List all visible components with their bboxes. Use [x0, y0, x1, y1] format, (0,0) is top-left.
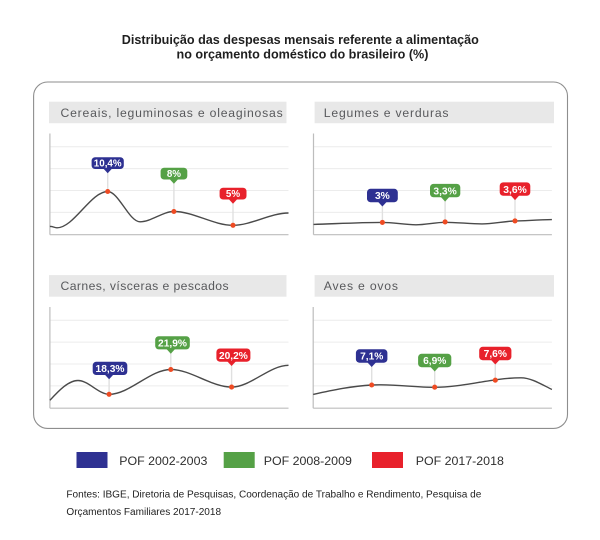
svg-text:5%: 5%	[226, 189, 240, 200]
svg-text:Aves e ovos: Aves e ovos	[324, 279, 399, 293]
svg-text:3,6%: 3,6%	[503, 185, 526, 196]
svg-text:POF 2008-2009: POF 2008-2009	[264, 454, 352, 468]
svg-text:3%: 3%	[375, 191, 390, 202]
svg-text:8%: 8%	[167, 169, 181, 180]
svg-text:no orçamento doméstico do bras: no orçamento doméstico do brasileiro (%)	[177, 48, 429, 62]
svg-text:21,9%: 21,9%	[158, 339, 187, 350]
svg-text:3,3%: 3,3%	[433, 186, 456, 197]
svg-text:7,1%: 7,1%	[360, 352, 383, 363]
svg-text:6,9%: 6,9%	[423, 356, 446, 367]
svg-text:Carnes, vísceras e pescados: Carnes, vísceras e pescados	[61, 279, 230, 293]
svg-text:10,4%: 10,4%	[94, 159, 122, 170]
svg-text:Fontes: IBGE, Diretoria de Pes: Fontes: IBGE, Diretoria de Pesquisas, Co…	[66, 489, 481, 500]
svg-text:18,3%: 18,3%	[96, 364, 125, 375]
svg-text:Cereais, leguminosas e oleagin: Cereais, leguminosas e oleaginosas	[61, 106, 284, 120]
svg-text:Distribuição das despesas mens: Distribuição das despesas mensais refere…	[122, 33, 479, 47]
svg-text:POF 2002-2003: POF 2002-2003	[119, 454, 207, 468]
svg-text:7,6%: 7,6%	[484, 349, 507, 360]
svg-text:Legumes e verduras: Legumes e verduras	[324, 106, 450, 120]
svg-text:20,2%: 20,2%	[219, 351, 248, 362]
svg-text:POF 2017-2018: POF 2017-2018	[416, 454, 504, 468]
svg-text:Orçamentos Familiares 2017-201: Orçamentos Familiares 2017-2018	[66, 507, 221, 518]
